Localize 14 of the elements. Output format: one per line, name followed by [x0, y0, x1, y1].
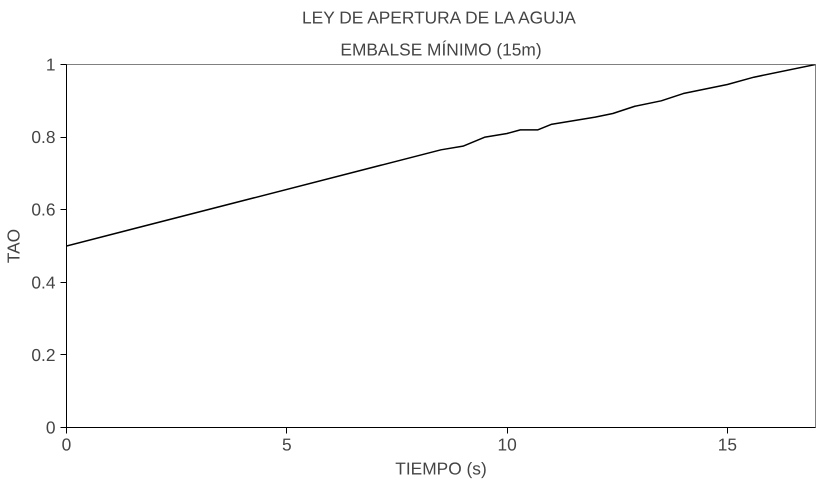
x-tick-label: 0: [62, 434, 72, 454]
x-tick-label: 15: [718, 434, 738, 454]
y-axis-title: TAO: [3, 228, 24, 264]
y-tick-label: 1: [46, 54, 56, 74]
chart-title: LEY DE APERTURA DE LA AGUJA: [302, 8, 576, 28]
y-tick-label: 0.2: [31, 344, 56, 365]
chart-subtitle: EMBALSE MÍNIMO (15m): [340, 40, 542, 60]
y-tick-label: 0.4: [31, 272, 56, 292]
y-tick-label: 0.6: [31, 200, 56, 220]
x-tick-label: 10: [497, 434, 517, 454]
y-tick-label: 0.8: [31, 127, 56, 148]
x-tick-label: 5: [282, 434, 292, 454]
x-axis-title: TIEMPO (s): [395, 458, 487, 478]
y-tick-label: 0: [46, 418, 56, 438]
